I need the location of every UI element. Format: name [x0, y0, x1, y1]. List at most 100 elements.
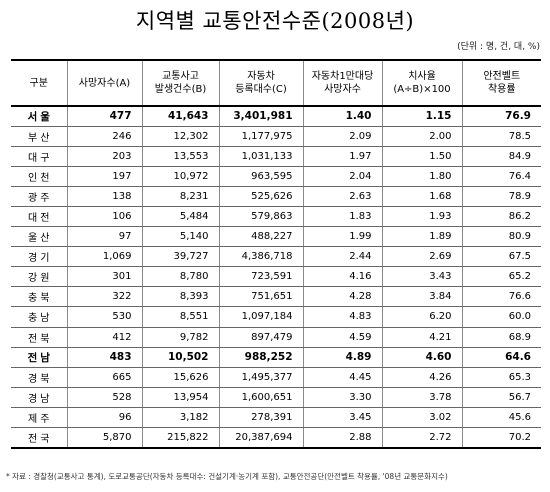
accidents-cell: 5,484: [141, 206, 219, 228]
table-row: 경남 528 13,954 1,600,651 3.30 3.78 56.7: [11, 387, 541, 408]
fatality-cell: 1.68: [381, 186, 462, 207]
vehicles-cell: 1,177,975: [218, 126, 303, 147]
table-row: 제주 96 3,182 278,391 3.45 3.02 45.6: [11, 407, 541, 429]
seatbelt-cell: 56.7: [461, 387, 541, 408]
accidents-cell: 215,822: [141, 427, 219, 449]
vehicles-cell: 20,387,694: [218, 427, 303, 449]
deaths-cell: 197: [66, 166, 142, 187]
header-fatality: 치사율 (A÷B)×100: [381, 59, 462, 107]
vehicles-cell: 897,479: [218, 327, 303, 348]
table-row: 전국 5,870 215,822 20,387,694 2.88 2.72 70.2: [11, 427, 541, 449]
per10k-cell: 2.63: [302, 186, 382, 207]
per10k-cell: 2.09: [302, 126, 382, 147]
accidents-cell: 15,626: [141, 367, 219, 388]
deaths-cell: 203: [66, 146, 142, 167]
per10k-cell: 2.44: [302, 246, 382, 268]
deaths-cell: 528: [66, 387, 142, 408]
region-cell: 충남: [11, 306, 67, 328]
region-cell: 충북: [11, 286, 67, 308]
header-seatbelt: 안전벨트 착용률: [461, 59, 541, 107]
vehicles-cell: 579,863: [218, 206, 303, 228]
fatality-cell: 3.02: [381, 407, 462, 429]
fatality-cell: 3.43: [381, 266, 462, 288]
accidents-cell: 5,140: [141, 226, 219, 248]
region-cell: 서울: [11, 106, 67, 127]
seatbelt-cell: 67.5: [461, 246, 541, 268]
vehicles-cell: 525,626: [218, 186, 303, 207]
table-row: 충남 530 8,551 1,097,184 4.83 6.20 60.0: [11, 306, 541, 328]
vehicles-cell: 988,252: [218, 347, 303, 368]
region-cell: 전국: [11, 427, 67, 449]
per10k-cell: 2.04: [302, 166, 382, 187]
vehicles-cell: 1,031,133: [218, 146, 303, 167]
accidents-cell: 8,393: [141, 286, 219, 308]
accidents-cell: 39,727: [141, 246, 219, 268]
deaths-cell: 106: [66, 206, 142, 228]
accidents-cell: 8,780: [141, 266, 219, 288]
region-cell: 광주: [11, 186, 67, 207]
fatality-cell: 1.15: [381, 106, 462, 127]
vehicles-cell: 4,386,718: [218, 246, 303, 268]
vehicles-cell: 488,227: [218, 226, 303, 248]
table-row: 부산 246 12,302 1,177,975 2.09 2.00 78.5: [11, 126, 541, 147]
accidents-cell: 9,782: [141, 327, 219, 348]
per10k-cell: 1.99: [302, 226, 382, 248]
table-row: 충북 322 8,393 751,651 4.28 3.84 76.6: [11, 286, 541, 308]
region-cell: 경기: [11, 246, 67, 268]
table-row: 서울 477 41,643 3,401,981 1.40 1.15 76.9: [11, 106, 541, 127]
vehicles-cell: 751,651: [218, 286, 303, 308]
header-fatality-line2: (A÷B)×100: [393, 84, 451, 95]
header-fatality-line1: 치사율: [408, 71, 436, 82]
per10k-cell: 1.97: [302, 146, 382, 167]
per10k-cell: 1.40: [302, 106, 382, 127]
deaths-cell: 483: [66, 347, 142, 368]
table-row: 경기 1,069 39,727 4,386,718 2.44 2.69 67.5: [11, 246, 541, 268]
page-title: 지역별 교통안전수준(2008년): [135, 9, 415, 33]
deaths-cell: 322: [66, 286, 142, 308]
header-per10k-line2: 사망자수: [324, 84, 361, 95]
seatbelt-cell: 84.9: [461, 146, 541, 167]
deaths-cell: 530: [66, 306, 142, 328]
per10k-cell: 4.16: [302, 266, 382, 288]
region-cell: 대구: [11, 146, 67, 167]
accidents-cell: 8,231: [141, 186, 219, 207]
header-region: 구분: [11, 59, 67, 107]
table-row: 인천 197 10,972 963,595 2.04 1.80 76.4: [11, 166, 541, 187]
seatbelt-cell: 80.9: [461, 226, 541, 248]
unit-note: (단위 : 명, 건, 대, %): [457, 42, 540, 52]
table-row: 강원 301 8,780 723,591 4.16 3.43 65.2: [11, 266, 541, 288]
deaths-cell: 665: [66, 367, 142, 388]
seatbelt-cell: 76.6: [461, 286, 541, 308]
accidents-cell: 10,502: [141, 347, 219, 368]
header-accidents-line2: 발생건수(B): [154, 84, 207, 95]
vehicles-cell: 963,595: [218, 166, 303, 187]
table-row: 경북 665 15,626 1,495,377 4.45 4.26 65.3: [11, 367, 541, 388]
accidents-cell: 13,954: [141, 387, 219, 408]
header-vehicles-line2: 등록대수(C): [235, 84, 287, 95]
fatality-cell: 1.50: [381, 146, 462, 167]
table-row: 울산 97 5,140 488,227 1.99 1.89 80.9: [11, 226, 541, 248]
fatality-cell: 2.72: [381, 427, 462, 449]
seatbelt-cell: 86.2: [461, 206, 541, 228]
fatality-cell: 3.78: [381, 387, 462, 408]
per10k-cell: 3.45: [302, 407, 382, 429]
region-cell: 전남: [11, 347, 67, 368]
vehicles-cell: 1,495,377: [218, 367, 303, 388]
accidents-cell: 41,643: [141, 106, 219, 127]
table-row: 대구 203 13,553 1,031,133 1.97 1.50 84.9: [11, 146, 541, 167]
table-row: 광주 138 8,231 525,626 2.63 1.68 78.9: [11, 186, 541, 207]
header-row: 구분 사망자수(A) 교통사고 발생건수(B) 자동차 등록대수(C) 자동차1…: [11, 59, 541, 107]
region-cell: 경남: [11, 387, 67, 408]
per10k-cell: 3.30: [302, 387, 382, 408]
per10k-cell: 4.59: [302, 327, 382, 348]
deaths-cell: 412: [66, 327, 142, 348]
table-row: 전남 483 10,502 988,252 4.89 4.60 64.6: [11, 347, 541, 368]
deaths-cell: 138: [66, 186, 142, 207]
header-seatbelt-line2: 착용률: [487, 84, 516, 95]
per10k-cell: 4.89: [302, 347, 382, 368]
header-region-label: 구분: [29, 77, 48, 89]
region-cell: 제주: [11, 407, 67, 429]
header-vehicles-line1: 자동차: [247, 71, 275, 82]
seatbelt-cell: 65.3: [461, 367, 541, 388]
per10k-cell: 4.83: [302, 306, 382, 328]
